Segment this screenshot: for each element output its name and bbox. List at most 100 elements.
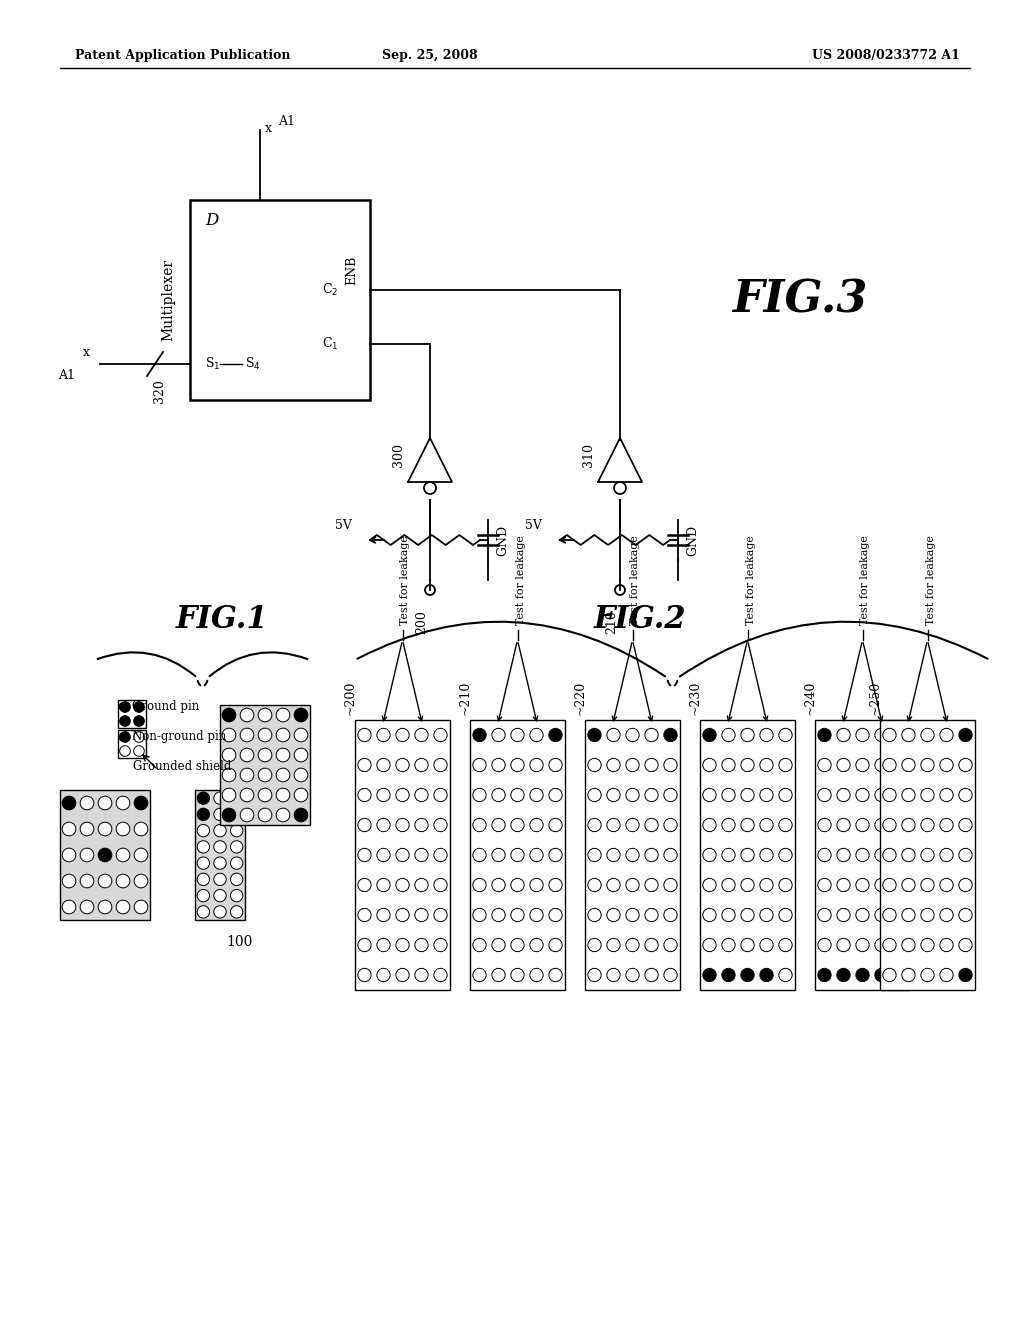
Circle shape xyxy=(258,708,271,722)
Circle shape xyxy=(626,788,639,801)
Circle shape xyxy=(664,878,677,891)
Circle shape xyxy=(276,729,290,742)
Circle shape xyxy=(874,729,888,742)
Circle shape xyxy=(214,841,226,853)
Circle shape xyxy=(377,908,390,921)
Circle shape xyxy=(874,969,888,982)
Circle shape xyxy=(837,908,850,921)
Circle shape xyxy=(198,825,210,837)
Text: S$_1$: S$_1$ xyxy=(205,356,220,372)
Circle shape xyxy=(607,759,621,772)
Circle shape xyxy=(258,748,271,762)
Text: ~230: ~230 xyxy=(688,681,701,715)
Circle shape xyxy=(214,857,226,870)
Circle shape xyxy=(415,849,428,862)
Circle shape xyxy=(529,729,543,742)
Circle shape xyxy=(902,969,915,982)
Circle shape xyxy=(396,788,410,801)
Circle shape xyxy=(276,768,290,781)
Circle shape xyxy=(198,841,210,853)
Circle shape xyxy=(492,729,505,742)
Circle shape xyxy=(473,759,486,772)
Circle shape xyxy=(740,969,754,982)
Circle shape xyxy=(874,759,888,772)
Circle shape xyxy=(902,908,915,921)
Circle shape xyxy=(549,878,562,891)
Circle shape xyxy=(222,729,236,742)
Text: 320: 320 xyxy=(154,379,167,403)
Circle shape xyxy=(396,729,410,742)
Circle shape xyxy=(415,878,428,891)
Circle shape xyxy=(856,908,869,921)
Circle shape xyxy=(760,729,773,742)
Circle shape xyxy=(230,906,243,917)
Circle shape xyxy=(529,969,543,982)
Circle shape xyxy=(921,788,934,801)
Circle shape xyxy=(230,857,243,870)
Bar xyxy=(118,730,146,758)
Circle shape xyxy=(511,818,524,832)
Circle shape xyxy=(874,908,888,921)
Circle shape xyxy=(856,939,869,952)
Circle shape xyxy=(626,969,639,982)
Circle shape xyxy=(473,908,486,921)
Circle shape xyxy=(607,969,621,982)
Circle shape xyxy=(702,849,716,862)
Bar xyxy=(815,719,910,990)
Circle shape xyxy=(134,796,147,810)
Circle shape xyxy=(722,759,735,772)
Circle shape xyxy=(874,818,888,832)
Circle shape xyxy=(230,808,243,821)
Text: A1: A1 xyxy=(278,115,295,128)
Text: ENB: ENB xyxy=(345,255,358,285)
Bar xyxy=(355,719,450,990)
Circle shape xyxy=(958,788,972,801)
Circle shape xyxy=(702,788,716,801)
Circle shape xyxy=(874,878,888,891)
Circle shape xyxy=(883,818,896,832)
Circle shape xyxy=(473,818,486,832)
Circle shape xyxy=(434,818,447,832)
Text: GND: GND xyxy=(497,524,510,556)
Circle shape xyxy=(837,818,850,832)
Text: x: x xyxy=(265,121,272,135)
Circle shape xyxy=(222,808,236,822)
Circle shape xyxy=(98,900,112,913)
Circle shape xyxy=(492,939,505,952)
Circle shape xyxy=(664,908,677,921)
Circle shape xyxy=(958,759,972,772)
Circle shape xyxy=(664,759,677,772)
Text: D: D xyxy=(205,213,218,228)
Circle shape xyxy=(740,818,754,832)
Circle shape xyxy=(492,788,505,801)
Circle shape xyxy=(645,818,658,832)
Circle shape xyxy=(779,969,793,982)
Circle shape xyxy=(588,849,601,862)
Circle shape xyxy=(294,708,308,722)
Circle shape xyxy=(529,878,543,891)
Circle shape xyxy=(357,939,371,952)
Circle shape xyxy=(377,759,390,772)
Circle shape xyxy=(549,759,562,772)
Text: C$_1$: C$_1$ xyxy=(322,337,338,352)
Circle shape xyxy=(80,874,94,888)
Circle shape xyxy=(294,768,308,781)
Circle shape xyxy=(511,939,524,952)
Circle shape xyxy=(80,796,94,810)
Circle shape xyxy=(511,849,524,862)
Circle shape xyxy=(921,759,934,772)
Circle shape xyxy=(415,759,428,772)
Circle shape xyxy=(921,878,934,891)
Circle shape xyxy=(837,878,850,891)
Circle shape xyxy=(434,939,447,952)
Circle shape xyxy=(120,746,130,756)
Circle shape xyxy=(740,788,754,801)
Circle shape xyxy=(722,969,735,982)
Circle shape xyxy=(664,729,677,742)
Circle shape xyxy=(645,849,658,862)
Circle shape xyxy=(258,788,271,801)
Circle shape xyxy=(722,908,735,921)
Circle shape xyxy=(588,818,601,832)
Circle shape xyxy=(294,748,308,762)
Circle shape xyxy=(473,969,486,982)
